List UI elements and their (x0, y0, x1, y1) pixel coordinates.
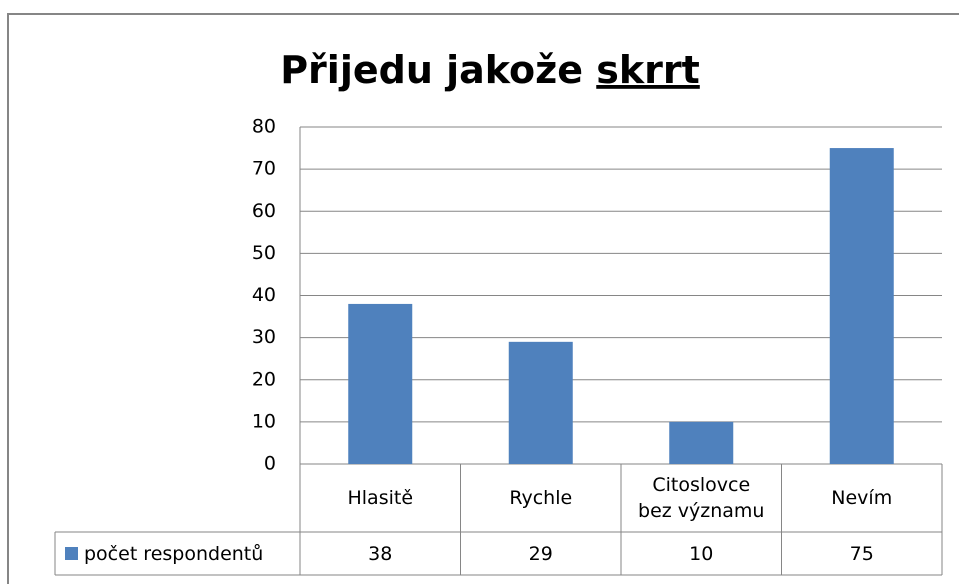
bar (669, 421, 734, 464)
table-value: 75 (782, 532, 943, 575)
table-value-text: 10 (689, 542, 714, 565)
y-tick-label: 40 (252, 284, 276, 306)
category-label: Hlasitě (300, 464, 461, 532)
table-value-text: 29 (528, 542, 553, 565)
category-label-text: Citoslovce bez významu (638, 474, 765, 522)
chart-border (7, 13, 959, 584)
table-value-text: 38 (368, 542, 393, 565)
table-value: 10 (621, 532, 782, 575)
y-tick-label: 80 (252, 116, 276, 138)
table-value: 38 (300, 532, 461, 575)
category-label: Nevím (782, 464, 943, 532)
y-tick-label: 0 (264, 453, 276, 475)
category-label-text: Rychle (509, 487, 573, 509)
y-tick-label: 60 (252, 200, 276, 222)
category-label: Citoslovce bez významu (621, 464, 782, 532)
legend-swatch (65, 547, 78, 560)
y-tick-label: 50 (252, 242, 276, 264)
y-tick-label: 70 (252, 158, 276, 180)
title-text: Přijedu jakože (280, 48, 583, 92)
bar (348, 303, 413, 464)
table-value: 29 (461, 532, 622, 575)
chart-title: Přijedu jakože skrrt (280, 48, 700, 92)
category-label-text: Nevím (831, 487, 893, 509)
y-tick-label: 10 (252, 410, 276, 432)
bar (829, 148, 894, 464)
legend-entry: počet respondentů (55, 532, 300, 575)
bar (508, 341, 573, 464)
title-underlined: skrrt (596, 48, 700, 92)
y-tick-label: 20 (252, 368, 276, 390)
table-value-text: 75 (849, 542, 874, 565)
y-tick-label: 30 (252, 326, 276, 348)
category-label: Rychle (461, 464, 622, 532)
category-label-text: Hlasitě (347, 487, 414, 509)
legend-entry-text: počet respondentů (84, 542, 264, 565)
